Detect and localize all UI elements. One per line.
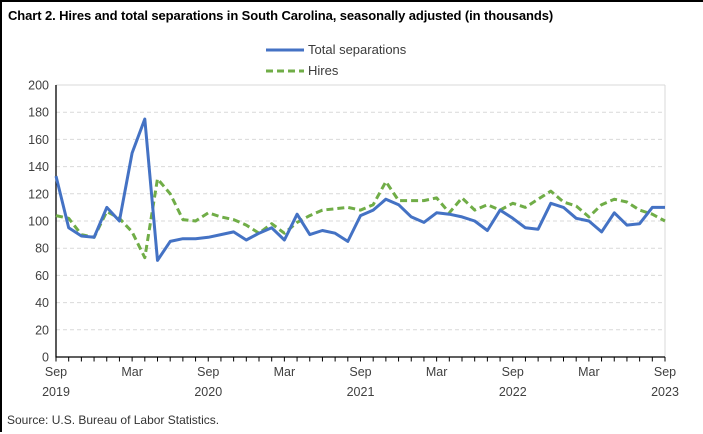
y-tick-label: 160 xyxy=(28,133,49,147)
legend-label-total-separations: Total separations xyxy=(308,42,407,57)
y-tick-label: 0 xyxy=(42,351,49,365)
x-tick-year-label: 2021 xyxy=(347,385,375,399)
legend-line-solid-icon xyxy=(266,48,304,51)
legend-item-total-separations: Total separations xyxy=(265,39,406,60)
y-tick-label: 200 xyxy=(28,79,49,93)
x-tick-label: Mar xyxy=(121,365,143,379)
x-tick-label: Sep xyxy=(45,365,67,379)
legend: Total separations Hires xyxy=(265,39,406,81)
x-tick-year-label: 2020 xyxy=(194,385,222,399)
series-line-total-separations xyxy=(54,117,665,262)
x-tick-label: Mar xyxy=(426,365,448,379)
x-tick-label: Sep xyxy=(654,365,676,379)
y-tick-label: 140 xyxy=(28,160,49,174)
source-note: Source: U.S. Bureau of Labor Statistics. xyxy=(7,413,220,427)
x-tick-label: Sep xyxy=(197,365,219,379)
legend-label-hires: Hires xyxy=(308,63,339,78)
y-tick-label: 20 xyxy=(35,323,49,337)
x-tick-label: Sep xyxy=(502,365,524,379)
y-tick-label: 120 xyxy=(28,187,49,201)
y-tick-label: 180 xyxy=(28,106,49,120)
x-tick-year-label: 2023 xyxy=(651,385,679,399)
x-tick-year-label: 2019 xyxy=(42,385,70,399)
x-tick-label: Sep xyxy=(349,365,371,379)
x-tick-year-label: 2022 xyxy=(499,385,527,399)
x-tick-label: Mar xyxy=(578,365,600,379)
chart-title: Chart 2. Hires and total separations in … xyxy=(8,8,554,23)
legend-item-hires: Hires xyxy=(265,60,406,81)
y-tick-label: 80 xyxy=(35,242,49,256)
y-tick-label: 60 xyxy=(35,269,49,283)
y-tick-label: 100 xyxy=(28,215,49,229)
legend-line-dashed-icon xyxy=(266,69,304,72)
y-tick-label: 40 xyxy=(35,296,49,310)
x-tick-label: Mar xyxy=(274,365,296,379)
series-line-hires xyxy=(55,177,666,260)
